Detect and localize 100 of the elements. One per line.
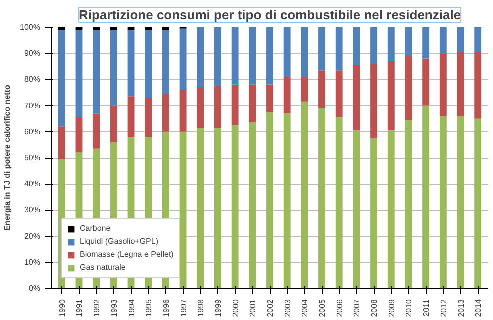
x-tick-label: 1994 (127, 298, 136, 318)
x-tick-label: 2006 (335, 298, 344, 318)
y-tick-label: 0% (28, 284, 40, 293)
bar (318, 108, 326, 288)
legend-label: Gas naturale (80, 263, 126, 272)
bar (128, 28, 135, 30)
x-tick-label: 1995 (144, 298, 154, 318)
bar (145, 28, 152, 30)
legend-label: Carbone (80, 224, 111, 233)
x-tick-label: 2000 (231, 298, 240, 318)
x-tick-label: 2004 (300, 298, 310, 318)
x-tick-label: 1999 (214, 298, 223, 318)
bar (76, 28, 83, 30)
bar (197, 128, 204, 288)
bar (162, 94, 170, 132)
y-tick-label: 60% (24, 127, 41, 136)
bar (370, 138, 378, 288)
bar (336, 28, 343, 71)
bar (266, 84, 274, 112)
y-tick-label: 10% (24, 258, 41, 267)
x-tick-label: 2010 (404, 298, 414, 318)
y-tick-label: 40% (24, 180, 41, 189)
legend-label: Biomasse (Legna e Pellet) (80, 250, 174, 259)
bar (301, 28, 308, 78)
bar (353, 28, 360, 66)
x-tick-label: 1992 (92, 298, 102, 318)
bar (422, 58, 430, 106)
bar (93, 114, 100, 149)
bar (388, 130, 395, 288)
bar (336, 118, 343, 288)
bar (474, 28, 482, 52)
bar (128, 30, 135, 97)
bar (110, 106, 118, 142)
bar (76, 30, 83, 118)
x-tick-label: 1998 (196, 298, 206, 318)
y-tick-label: 20% (24, 232, 41, 241)
bar (93, 30, 100, 114)
bar (440, 28, 447, 54)
bar (266, 28, 274, 85)
bar (370, 28, 378, 64)
legend-label: Liquidi (Gasolio+GPL) (80, 237, 158, 246)
bar (249, 84, 256, 123)
bar (162, 30, 170, 94)
bar (180, 132, 187, 288)
bar (457, 28, 464, 52)
bar (214, 28, 222, 86)
bar (180, 28, 187, 90)
bar (214, 86, 222, 128)
y-axis-title: Energia in TJ di potere calorifico netto (3, 84, 12, 231)
bar (336, 70, 343, 118)
y-tick-label: 80% (24, 75, 41, 84)
bar (232, 28, 239, 85)
bar (353, 65, 360, 131)
bar (197, 88, 204, 128)
bar (162, 28, 170, 30)
x-tick-label: 2003 (283, 298, 292, 318)
x-tick-label: 1991 (75, 298, 84, 318)
x-tick-label: 1996 (162, 298, 171, 318)
bar (110, 28, 118, 30)
bar (457, 116, 464, 288)
bar (301, 77, 308, 102)
bar (284, 114, 291, 288)
y-tick-label: 90% (24, 49, 41, 58)
bar (422, 106, 430, 288)
bar (93, 28, 100, 30)
x-tick-label: 1993 (110, 298, 119, 318)
bar (440, 54, 447, 116)
bar (58, 30, 66, 127)
x-tick-label: 2007 (352, 298, 362, 318)
bar (318, 28, 326, 71)
bar (301, 102, 308, 288)
bar (388, 61, 395, 131)
x-tick-label: 1990 (58, 298, 67, 318)
bar (405, 120, 412, 288)
bar (58, 126, 66, 160)
x-tick-label: 2005 (318, 298, 328, 318)
bar (145, 30, 152, 98)
bar (197, 28, 204, 88)
bar (266, 112, 274, 288)
bar (145, 98, 152, 138)
bar (388, 28, 395, 62)
bar (318, 70, 326, 108)
bar (128, 96, 135, 138)
y-tick-label: 100% (20, 23, 41, 32)
bar (370, 64, 378, 138)
y-tick-label: 50% (24, 154, 41, 162)
bar (405, 28, 412, 56)
bar (76, 118, 83, 153)
x-tick-label: 2002 (266, 298, 275, 318)
bar (284, 77, 291, 114)
bar (110, 30, 118, 106)
bar (58, 28, 66, 30)
x-tick-label: 2009 (387, 298, 396, 318)
bar (180, 90, 187, 132)
bar (474, 52, 482, 119)
x-tick-label: 1997 (179, 298, 188, 318)
x-tick-label: 2011 (422, 298, 432, 317)
bar (284, 28, 291, 78)
x-tick-label: 2012 (439, 298, 448, 318)
bar (474, 118, 482, 288)
